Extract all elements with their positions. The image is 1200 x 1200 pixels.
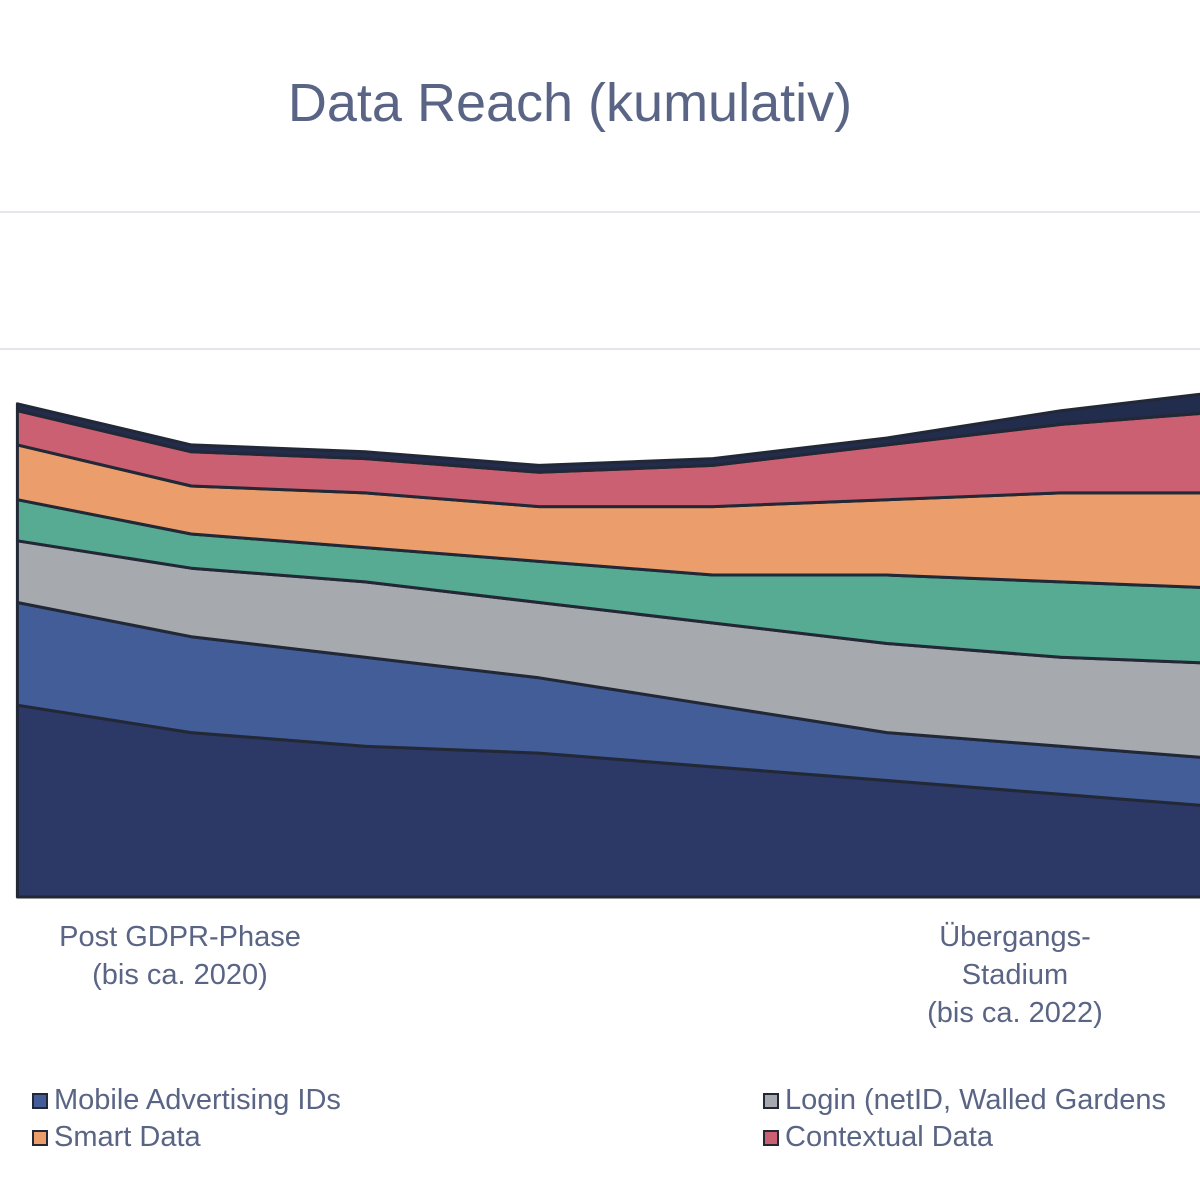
legend-label: Contextual Data xyxy=(785,1121,993,1153)
legend-label: Login (netID, Walled Gardens xyxy=(785,1084,1166,1116)
legend-label: Mobile Advertising IDs xyxy=(54,1084,341,1116)
legend-swatch xyxy=(763,1129,779,1146)
legend-item: Mobile Advertising IDs xyxy=(32,1082,341,1119)
legend-item: Contextual Data xyxy=(763,1119,1166,1156)
stacked-areas xyxy=(15,392,1200,899)
legend-swatch xyxy=(32,1129,48,1146)
legend-item: Login (netID, Walled Gardens xyxy=(763,1082,1166,1119)
phase-label-post-gdpr: Post GDPR-Phase (bis ca. 2020) xyxy=(59,921,301,991)
legend-column-left: Mobile Advertising IDs Smart Data xyxy=(32,1082,341,1156)
phase-label-uebergang: Übergangs- Stadium (bis ca. 2022) xyxy=(927,921,1103,1029)
chart-title: Data Reach (kumulativ) xyxy=(287,73,853,133)
legend-swatch xyxy=(763,1092,779,1109)
legend-item: Smart Data xyxy=(32,1119,341,1156)
area-series-6 xyxy=(15,392,1200,474)
legend-swatch xyxy=(32,1092,48,1109)
legend-label: Smart Data xyxy=(54,1121,201,1153)
legend-column-right: Login (netID, Walled Gardens Contextual … xyxy=(763,1082,1166,1156)
gridlines xyxy=(0,211,1200,350)
